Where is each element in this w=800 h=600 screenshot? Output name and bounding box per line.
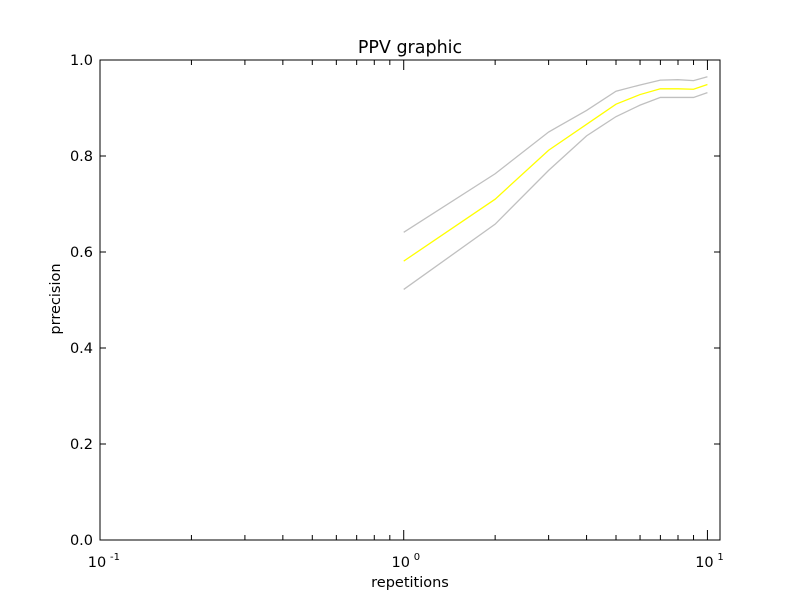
y-axis-label: prrecision	[48, 263, 64, 334]
label-layer: 0.0 0.2 0.4 0.6 0.8 1.0 10 -1 10 0 10 1	[70, 53, 724, 571]
x-tick-exponent: 1	[717, 552, 723, 563]
y-tick-label: 0.8	[70, 149, 93, 165]
series-line-1	[403, 76, 708, 233]
x-axis-label: repetitions	[371, 575, 449, 591]
x-tick-label: 10	[88, 555, 106, 571]
series-line-2	[403, 83, 708, 262]
y-tick-label: 1.0	[70, 53, 93, 69]
x-tick-label: 10	[391, 555, 409, 571]
y-tick-label: 0.0	[70, 533, 93, 549]
y-tick-label: 0.4	[70, 341, 93, 357]
x-tick-exponent: 0	[414, 552, 420, 563]
data-layer	[403, 76, 708, 290]
series-line-3	[403, 92, 708, 290]
chart-title: PPV graphic	[358, 38, 462, 58]
y-tick-label: 0.6	[70, 245, 93, 261]
x-tick-exponent: -1	[110, 552, 120, 563]
x-tick-label: 10	[695, 555, 713, 571]
plot-frame	[99, 59, 721, 541]
tick-layer	[99, 59, 720, 541]
y-tick-label: 0.2	[70, 437, 93, 453]
